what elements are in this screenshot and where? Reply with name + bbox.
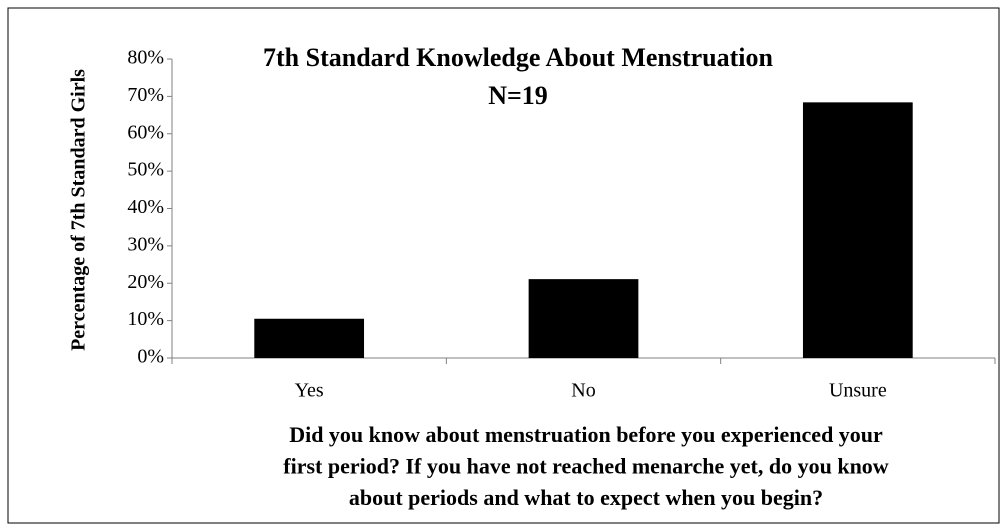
bar bbox=[254, 318, 365, 358]
y-tick-label: 30% bbox=[127, 233, 164, 255]
y-tick-label: 40% bbox=[127, 196, 164, 218]
x-tick-label: Unsure bbox=[829, 380, 887, 402]
x-tick-label: Yes bbox=[295, 380, 324, 402]
y-axis-label: Percentage of 7th Standard Girls bbox=[68, 69, 90, 351]
y-tick-label: 70% bbox=[127, 84, 164, 106]
bar bbox=[528, 279, 639, 358]
chart-subtitle: N=19 bbox=[488, 81, 548, 110]
y-tick-label: 20% bbox=[127, 271, 164, 293]
y-tick-label: 50% bbox=[127, 159, 164, 181]
x-axis-label: about periods and what to expect when yo… bbox=[349, 485, 823, 510]
chart-title: 7th Standard Knowledge About Menstruatio… bbox=[263, 43, 773, 72]
y-tick-label: 60% bbox=[127, 121, 164, 143]
x-axis-label: first period? If you have not reached me… bbox=[283, 454, 889, 479]
x-tick-label: No bbox=[571, 380, 595, 402]
bar bbox=[802, 102, 913, 358]
x-axis-label: Did you know about menstruation before y… bbox=[289, 422, 883, 447]
y-tick-label: 0% bbox=[137, 346, 164, 368]
y-tick-label: 10% bbox=[127, 308, 164, 330]
y-tick-label: 80% bbox=[127, 47, 164, 69]
